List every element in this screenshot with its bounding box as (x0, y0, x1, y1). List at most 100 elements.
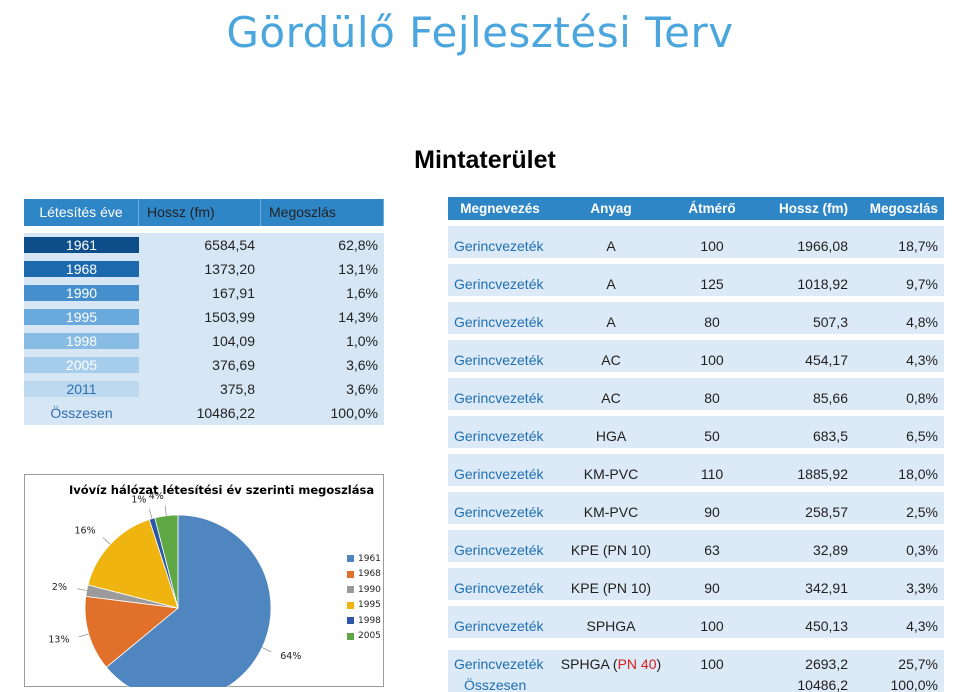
legend-swatch (347, 570, 354, 578)
table-row: 1968 1373,20 13,1% (24, 257, 384, 281)
pie-slice-1961 (105, 514, 272, 687)
leader-line-1998 (148, 508, 153, 519)
pipe-table: Megnevezés Anyag Átmérő Hossz (fm) Megos… (448, 197, 944, 692)
cell-year: 2005 (24, 357, 139, 373)
cell-material: SPHGA (PN 40) (552, 653, 670, 676)
cell-diameter: 80 (704, 390, 720, 406)
table-row: Gerincvezeték AC 80 85,66 0,8% (448, 378, 944, 410)
legend-item-2005: 2005 (347, 629, 381, 645)
cell-diameter: 125 (700, 276, 724, 292)
cell-material: AC (601, 390, 621, 406)
cell-length: 1503,99 (204, 309, 255, 325)
cell-year: 2011 (24, 381, 139, 397)
legend-item-1961: 1961 (347, 551, 381, 567)
cell-share: 62,8% (338, 237, 378, 253)
cell-share: 6,5% (906, 428, 938, 444)
cell-diameter: 80 (704, 314, 720, 330)
material-prefix: SPHGA ( (560, 656, 618, 672)
legend-label: 1995 (358, 600, 381, 611)
legend-item-1968: 1968 (347, 567, 381, 583)
table-row: Gerincvezeték A 100 1966,08 18,7% (448, 226, 944, 258)
table-row: 1995 1503,99 14,3% (24, 305, 384, 329)
cell-name: Gerincvezeték (454, 238, 544, 254)
pie-slice-1968 (84, 595, 179, 668)
cell-diameter: 50 (704, 428, 720, 444)
cell-material: KPE (PN 10) (570, 542, 652, 558)
cell-year: 1995 (24, 309, 139, 325)
cell-length: 1373,20 (204, 261, 255, 277)
pie-chart-svg: 64% 13% 2% 16% 1% 4% (48, 491, 301, 687)
cell-length: 1885,92 (797, 466, 848, 482)
table-row: 2011 375,8 3,6% (24, 377, 384, 401)
pie-label-1995: 16% (75, 526, 96, 537)
table-row: 1998 104,09 1,0% (24, 329, 384, 353)
table-row: Összesen 10486,22 100,0% (24, 401, 384, 425)
pie-label-1998: 1% (131, 494, 146, 505)
cell-name: Gerincvezeték (454, 542, 544, 558)
cell-length: 6584,54 (204, 237, 255, 253)
cell-length: 450,13 (805, 618, 848, 634)
cell-share: 9,7% (906, 276, 938, 292)
cell-name: Gerincvezeték (454, 618, 544, 634)
cell-name: Gerincvezeték (454, 656, 544, 672)
cell-material: HGA (595, 428, 627, 444)
cell-diameter: 100 (700, 618, 724, 634)
cell-share: 4,3% (906, 618, 938, 634)
cell-share: 4,3% (906, 352, 938, 368)
header-diameter: Átmérő (688, 201, 736, 216)
header-length: Hossz (fm) (139, 199, 261, 226)
year-table: Létesítés éve Hossz (fm) Megoszlás 1961 6… (24, 199, 384, 425)
pipe-table-header: Megnevezés Anyag Átmérő Hossz (fm) Megos… (448, 197, 944, 220)
cell-year: 1990 (24, 285, 139, 301)
table-row: Gerincvezeték KPE (PN 10) 63 32,89 0,3% (448, 530, 944, 562)
cell-length: 1966,08 (797, 238, 848, 254)
table-row: Gerincvezeték SPHGA (PN 40) 100 2693,2 2… (448, 650, 944, 676)
cell-length: 258,57 (805, 504, 848, 520)
cell-share: 25,7% (898, 656, 938, 672)
cell-name: Gerincvezeték (454, 504, 544, 520)
pie-slice-2005 (154, 514, 179, 609)
cell-material: KM-PVC (583, 504, 639, 520)
legend-item-1998: 1998 (347, 613, 381, 629)
cell-share: 1,6% (346, 285, 378, 301)
cell-diameter: 100 (700, 656, 724, 672)
cell-length: 375,8 (219, 381, 255, 397)
header-share: Megoszlás (261, 199, 384, 226)
cell-material: A (606, 314, 616, 330)
table-row: Gerincvezeték KPE (PN 10) 90 342,91 3,3% (448, 568, 944, 600)
cell-diameter: 100 (700, 238, 724, 254)
cell-name: Gerincvezeték (454, 390, 544, 406)
table-row: Gerincvezeték HGA 50 683,5 6,5% (448, 416, 944, 448)
legend-swatch (347, 632, 354, 640)
cell-material: A (606, 238, 616, 254)
table-row: 1961 6584,54 62,8% (24, 233, 384, 257)
table-row: 1990 167,91 1,6% (24, 281, 384, 305)
cell-name: Gerincvezeték (454, 352, 544, 368)
cell-length: 507,3 (812, 314, 848, 330)
legend-label: 1961 (358, 553, 381, 564)
cell-share: 18,0% (898, 466, 938, 482)
page-subtitle: Mintaterület (414, 146, 556, 174)
header-name: Megnevezés (460, 201, 540, 216)
table-row: Gerincvezeték A 125 1018,92 9,7% (448, 264, 944, 296)
cell-year: Összesen (24, 405, 139, 421)
cell-diameter: 110 (700, 466, 724, 482)
legend-swatch (347, 555, 354, 563)
legend-label: 1998 (358, 615, 381, 626)
table-row: Gerincvezeték KM-PVC 110 1885,92 18,0% (448, 454, 944, 486)
cell-length: 2693,2 (805, 656, 848, 672)
legend-label: 1968 (358, 569, 381, 580)
cell-year: 1961 (24, 237, 139, 253)
table-row: Gerincvezeték AC 100 454,17 4,3% (448, 340, 944, 372)
pie-chart: Ivóvíz hálózat létesítési év szerinti me… (24, 474, 384, 687)
table-row: Gerincvezeték SPHGA 100 450,13 4,3% (448, 606, 944, 638)
leader-line-1961 (261, 647, 272, 653)
cell-share: 3,3% (906, 580, 938, 596)
cell-material: KPE (PN 10) (570, 580, 652, 596)
cell-material: AC (601, 352, 621, 368)
cell-length: 342,91 (805, 580, 848, 596)
cell-diameter: 90 (704, 504, 720, 520)
cell-length: 376,69 (212, 357, 255, 373)
total-length: 10486,2 (797, 677, 848, 692)
material-highlight: PN 40 (617, 656, 657, 672)
